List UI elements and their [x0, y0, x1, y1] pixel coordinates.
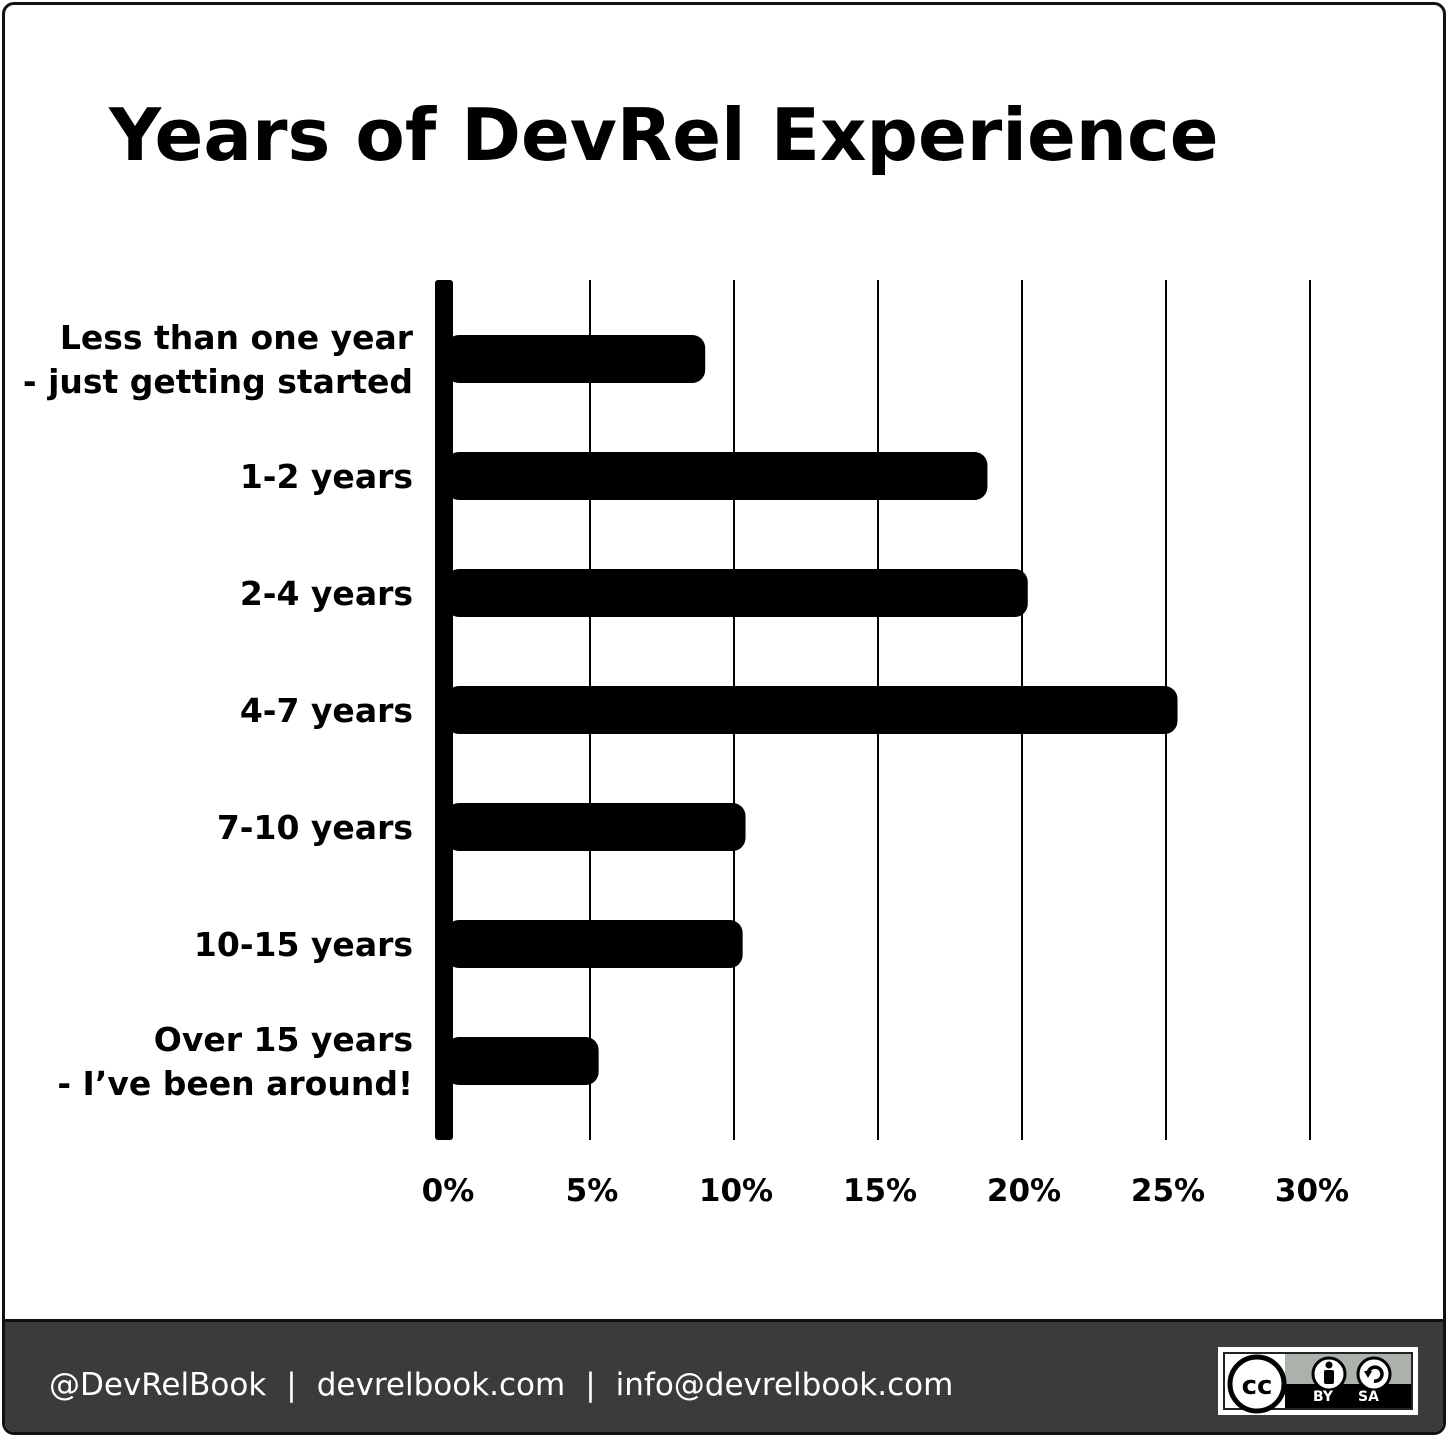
category-label: Over 15 years [154, 1020, 413, 1059]
email-link[interactable]: info@devrelbook.com [615, 1367, 954, 1403]
license-icons: cc [1227, 1354, 1392, 1414]
bar [446, 1037, 599, 1085]
bar [446, 335, 706, 383]
category-label: - just getting started [23, 362, 413, 401]
license-by-label: BY [1313, 1389, 1334, 1405]
category-label: 2-4 years [240, 574, 413, 613]
footer-separator: | [585, 1367, 596, 1403]
license-badge-inner: cc BY SA [1223, 1352, 1413, 1414]
share-alike-icon [1356, 1356, 1392, 1392]
attribution-person-icon [1311, 1356, 1347, 1392]
cc-icon-text: cc [1242, 1371, 1273, 1401]
website-link[interactable]: devrelbook.com [316, 1367, 566, 1403]
y-axis [435, 280, 453, 1140]
chart-title: Years of DevRel Experience [109, 93, 1219, 177]
x-tick-label: 15% [843, 1173, 917, 1209]
twitter-handle[interactable]: @DevRelBook [49, 1367, 267, 1403]
x-tick-label: 0% [422, 1173, 475, 1209]
category-label: 1-2 years [240, 457, 413, 496]
bar [446, 920, 743, 968]
cc-by-sa-license-badge[interactable]: cc BY SA [1218, 1347, 1418, 1415]
license-sa-label: SA [1358, 1389, 1379, 1405]
category-label: 4-7 years [240, 691, 413, 730]
bar [446, 452, 988, 500]
footer-contact: @DevRelBook | devrelbook.com | info@devrelbo… [49, 1367, 953, 1403]
footer-separator: | [286, 1367, 297, 1403]
x-tick-label: 10% [699, 1173, 773, 1209]
bar [446, 569, 1028, 617]
category-label: Less than one year [60, 318, 414, 357]
cc-icon: cc [1227, 1354, 1287, 1414]
x-tick-label: 20% [987, 1173, 1061, 1209]
category-label: - I’ve been around! [57, 1064, 413, 1103]
category-label: 7-10 years [217, 808, 413, 847]
license-badge-black-band [1285, 1384, 1411, 1408]
x-tick-label: 5% [566, 1173, 619, 1209]
category-label: 10-15 years [194, 925, 413, 964]
x-tick-label: 30% [1275, 1173, 1349, 1209]
bar-chart: 0% 5% 10% 15% 20% 25% 30% Less than one year - j… [23, 280, 1349, 1209]
bar [446, 803, 746, 851]
bar [446, 686, 1178, 734]
x-tick-label: 25% [1131, 1173, 1205, 1209]
footer-bar: @DevRelBook | devrelbook.com | info@devrelbo… [5, 1319, 1443, 1432]
